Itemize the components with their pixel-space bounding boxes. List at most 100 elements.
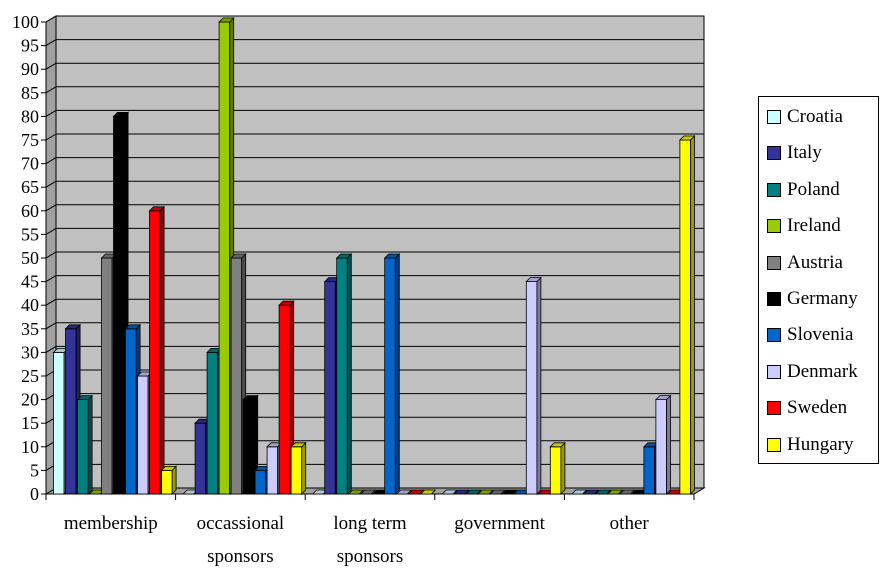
gridline-side	[45, 322, 57, 330]
bar-top	[419, 489, 437, 495]
y-tick-label: 95	[21, 36, 39, 56]
legend-item: Slovenia	[767, 320, 854, 350]
gridline-side	[45, 345, 57, 353]
bar-side	[346, 253, 352, 495]
bar-side	[690, 135, 695, 495]
x-tick-label: other	[610, 513, 650, 534]
legend-swatch	[767, 255, 781, 270]
x-tick-label: sponsors	[207, 546, 274, 567]
bar-top	[525, 277, 542, 283]
legend-label: Germany	[787, 288, 858, 309]
bar	[618, 489, 636, 495]
bar-top	[678, 135, 696, 141]
bar-front	[77, 399, 89, 495]
bar-top	[383, 253, 401, 259]
bar	[549, 441, 566, 495]
bar-front	[549, 446, 562, 495]
legend-label: Slovenia	[787, 324, 854, 346]
bar	[290, 441, 307, 495]
gridline-side	[45, 62, 57, 70]
bar	[383, 253, 401, 495]
legend-swatch	[767, 328, 781, 343]
bar	[407, 489, 425, 495]
gridline-side	[45, 204, 57, 212]
bar	[489, 489, 506, 495]
y-tick-label: 5	[30, 460, 39, 480]
bar-top	[64, 324, 82, 330]
y-tick-label: 25	[21, 366, 39, 386]
bar-side	[560, 441, 566, 495]
bar-top	[160, 465, 178, 471]
bar-front	[218, 21, 231, 495]
legend-item: Croatia	[767, 102, 843, 132]
legend-label: Hungary	[787, 433, 854, 455]
legend-item: Austria	[767, 248, 843, 278]
legend-label: Denmark	[787, 360, 858, 382]
bar	[347, 489, 365, 495]
bar-top	[76, 395, 94, 401]
bar-front	[65, 328, 77, 495]
gridline-side	[45, 133, 57, 141]
gridline-side	[45, 251, 57, 259]
bar-top	[570, 489, 588, 495]
bar	[148, 205, 166, 495]
x-tick-label: sponsors	[337, 546, 404, 567]
y-tick-label: 85	[21, 83, 39, 103]
bar-front	[336, 257, 348, 495]
bar-front	[643, 446, 655, 495]
y-tick-label: 100	[12, 12, 39, 32]
bar-front	[242, 399, 255, 495]
gridline-side	[45, 298, 57, 306]
bar-top	[395, 489, 413, 495]
legend-swatch	[767, 146, 781, 161]
y-tick-label: 20	[21, 390, 39, 410]
y-tick-label: 40	[21, 295, 39, 315]
bar-front	[137, 375, 149, 495]
gridline-side	[45, 275, 57, 283]
gridline-side	[45, 180, 57, 188]
bar-side	[394, 253, 400, 495]
bar-top	[218, 17, 235, 23]
legend-item: Sweden	[767, 393, 847, 423]
y-tick-label: 50	[21, 248, 39, 268]
gridline-side	[45, 157, 57, 165]
bar-top	[549, 442, 566, 448]
bar	[359, 489, 377, 495]
bar-front	[384, 257, 396, 495]
bar-side	[536, 276, 542, 495]
bar-front	[266, 446, 279, 495]
y-tick-label: 55	[21, 224, 39, 244]
bar-top	[124, 324, 142, 330]
bar-top	[407, 489, 425, 495]
bar-front	[290, 446, 303, 495]
bar-top	[477, 489, 494, 495]
gridline-side	[45, 86, 57, 94]
bar-top	[278, 300, 295, 306]
bar-front	[655, 399, 667, 495]
bar-front	[101, 257, 113, 495]
legend-label: Croatia	[787, 106, 843, 127]
y-tick-label: 45	[21, 272, 39, 292]
bar-top	[290, 442, 307, 448]
bar	[395, 489, 413, 495]
legend-swatch	[767, 182, 781, 197]
legend-swatch	[767, 292, 781, 306]
y-tick-label: 60	[21, 201, 39, 221]
bar	[570, 489, 588, 495]
bar	[654, 394, 672, 495]
y-tick-label: 65	[21, 177, 39, 197]
bar-front	[254, 469, 267, 495]
y-tick-label: 30	[21, 342, 39, 362]
legend-swatch	[767, 110, 781, 124]
bar-top	[242, 395, 259, 401]
x-tick-label: occassional	[197, 513, 285, 534]
legend-item: Hungary	[767, 430, 853, 460]
bar-side	[171, 465, 177, 495]
legend-swatch	[767, 437, 781, 452]
bar	[335, 253, 353, 495]
bar	[582, 489, 600, 495]
bar	[501, 489, 518, 495]
bar	[160, 465, 178, 495]
bar-front	[113, 116, 125, 495]
